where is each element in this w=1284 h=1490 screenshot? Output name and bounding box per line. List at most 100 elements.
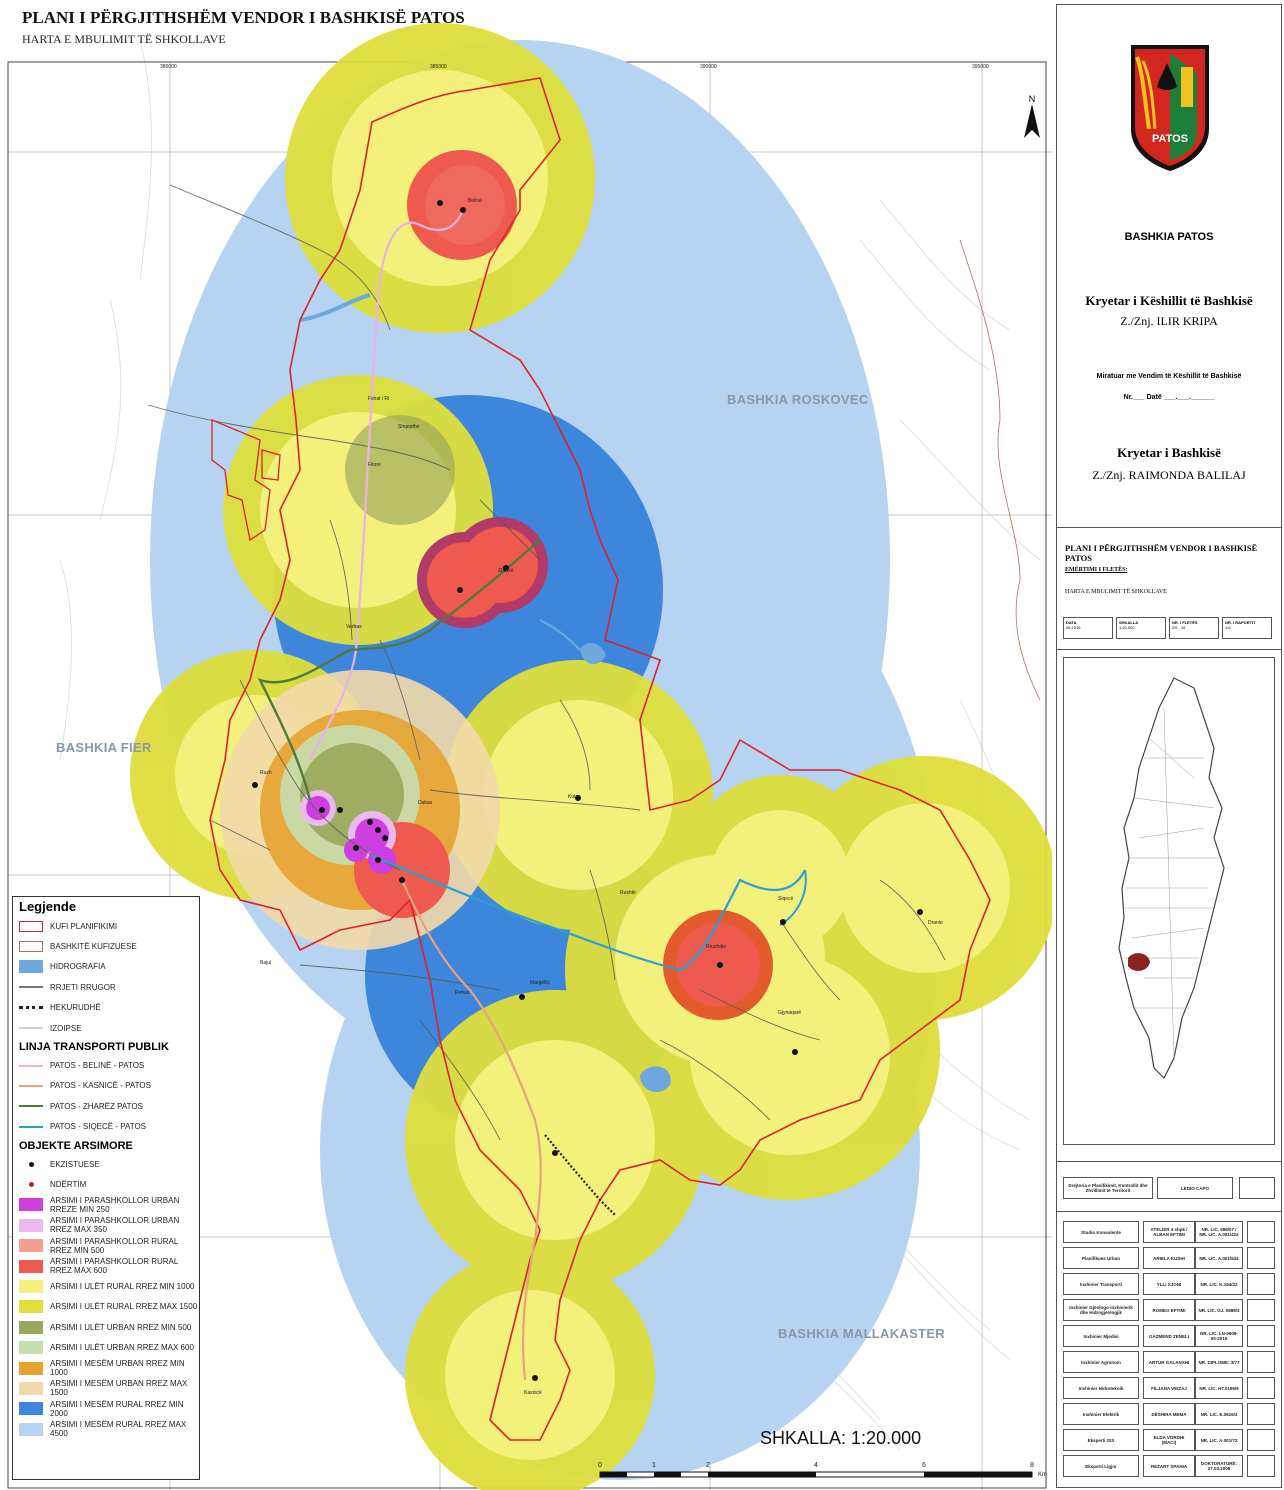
approval-number: Nr.___ Datë ___.___.______ — [1123, 394, 1215, 401]
legend-swatch — [19, 1402, 43, 1416]
legend-swatch — [19, 1059, 43, 1072]
credit-role: Inxhinier Agronom — [1063, 1351, 1139, 1373]
north-arrow-icon — [1024, 104, 1040, 138]
divider — [1057, 649, 1281, 650]
coverage-ulet-urban — [345, 415, 455, 525]
legend-label: PATOS - ZHARËZ PATOS — [50, 1101, 143, 1111]
legend-item: ARSIMI I ULËT URBAN RREZ MAX 600 — [13, 1337, 199, 1357]
meta-key: NR. I RAPORTIT — [1225, 620, 1256, 625]
credit-row: Planifikues Urban ARIELA KUSHI NR. LIC. A.… — [1063, 1247, 1275, 1269]
albania-outline-icon — [1118, 677, 1225, 1080]
director-name: LEDIO CAPO — [1157, 1177, 1233, 1199]
transport-lines — [257, 209, 807, 1381]
legend-swatch — [19, 1158, 43, 1171]
label-bashkia-fier: BASHKIA FIER — [56, 740, 152, 755]
north-arrow: N — [1022, 94, 1042, 145]
place-label: Rehas — [455, 990, 470, 996]
legend-label: ARSIMI I ULËT URBAN RREZ MAX 600 — [50, 1343, 194, 1353]
credit-signature — [1247, 1429, 1275, 1451]
map-canvas[interactable]: PLANI I PËRGJITHSHËM VENDOR I BASHKISË P… — [0, 0, 1052, 1490]
place-label: Margëlliç — [530, 980, 551, 986]
org-name: BASHKIA PATOS — [1124, 231, 1214, 243]
credit-role: Inxhinier Hidroteknik — [1063, 1377, 1139, 1399]
credit-signature — [1247, 1351, 1275, 1373]
patos-emblem: PATOS — [1127, 43, 1213, 173]
credit-row: Eksperti GIS ELDA VORDHI (MACI) NR. LIC. A… — [1063, 1429, 1275, 1451]
legend-swatch — [19, 1320, 43, 1334]
legend-swatch — [19, 1361, 43, 1375]
legend-label: EKZISTUESE — [50, 1159, 100, 1169]
meta-value: 1:20.000 — [1119, 625, 1135, 630]
emblem-shield-icon — [1131, 45, 1209, 171]
credit-name: REZART SPAHIA — [1143, 1455, 1195, 1477]
legend-item: ARSIMI I PARASHKOLLOR RURAL RREZ MAX 600 — [13, 1256, 199, 1276]
legend-label: ARSIMI I PARASHKOLLOR URBAN RREZ MAX 350 — [50, 1216, 180, 1235]
title-block-panel: PATOS BASHKIA PATOS Kryetar i Këshillit … — [1056, 4, 1282, 1488]
road-network — [147, 184, 946, 1141]
legend-label: ARSIMI I ULËT URBAN RREZ MIN 500 — [50, 1322, 192, 1332]
legend-item: BASHKITË KUFIZUESE — [13, 936, 199, 956]
sheet-name: HARTA E MBULIMIT TË SHKOLLAVE — [1065, 589, 1167, 595]
label-bashkia-mallakaster: BASHKIA MALLAKASTER — [778, 1326, 945, 1341]
credit-name: GAZMEND ZENELI — [1143, 1325, 1195, 1347]
director-role: Drejtoria e Planifikimit, Kontrollit dhe… — [1063, 1177, 1153, 1199]
legend-swatch — [19, 1218, 43, 1232]
legend-label: PATOS - KASNICË - PATOS — [50, 1081, 151, 1091]
legend-swatch — [19, 1259, 43, 1273]
credit-signature — [1247, 1273, 1275, 1295]
meta-key: DATA — [1066, 620, 1077, 625]
place-label: Gjynaqarë — [778, 1010, 802, 1016]
meta-cell: NR. I RAPORTIT 1:6 — [1222, 617, 1272, 639]
council-role: Kryetar i Këshillit të Bashkisë — [1085, 293, 1253, 308]
divider — [1057, 1161, 1281, 1162]
credit-role: Eksperti GIS — [1063, 1429, 1139, 1451]
scale-tick: 2 — [706, 1462, 710, 1469]
legend-label: HIDROGRAFIA — [50, 962, 106, 972]
legend-item: ARSIMI I ULËT RURAL RREZ MIN 1000 — [13, 1276, 199, 1296]
scale-text: SHKALLA: 1:20.000 — [760, 1428, 922, 1448]
credit-role: Eksperti Ligjor — [1063, 1455, 1139, 1477]
legend-item: HIDROGRAFIA — [13, 957, 199, 977]
legend-item: RRJETI RRUGOR — [13, 977, 199, 997]
map-subtitle: HARTA E MBULIMIT TË SHKOLLAVE — [22, 32, 226, 46]
place-label: Ruzh — [260, 770, 272, 776]
legend-label: ARSIMI I MESËM RURAL RREZ MIN 2000 — [50, 1399, 184, 1418]
grid-label: 385000 — [430, 64, 447, 70]
credit-license: NR. DIPLOME: 3/77 — [1195, 1351, 1243, 1373]
credit-signature — [1247, 1455, 1275, 1477]
legend-label: PATOS - BELINË - PATOS — [50, 1061, 145, 1071]
grid-label: 390000 — [700, 64, 717, 70]
place-label: Dukas — [418, 800, 433, 806]
emblem-text: PATOS — [1151, 133, 1189, 145]
credit-name: ATELIER 4 shpk / ALBAN EFTIMI — [1143, 1221, 1195, 1243]
legend-label: HEKURUDHË — [50, 1003, 101, 1013]
legend-label: ARSIMI I MESËM RURAL RREZ MAX 4500 — [50, 1420, 187, 1439]
credit-role: Inxhinier Mjedisi — [1063, 1325, 1139, 1347]
legend-transport-title: LINJA TRANSPORTI PUBLIK — [19, 1041, 169, 1054]
credit-role: Inxhinier Elektrik — [1063, 1403, 1139, 1425]
meta-cell: DATA 06.2016 — [1063, 617, 1113, 639]
legend-swatch — [19, 1100, 43, 1113]
grid-label: 395000 — [972, 64, 989, 70]
director-row: Drejtoria e Planifikimit, Kontrollit dhe… — [1063, 1177, 1275, 1199]
legend-title: Legjende — [19, 899, 77, 914]
scale-tick: 8 — [1030, 1462, 1034, 1469]
legend-label: ARSIMI I PARASHKOLLOR URBAN RREZE MIN 25… — [50, 1195, 180, 1214]
legend-item: PATOS - KASNICË - PATOS — [13, 1076, 199, 1096]
scale-unit: Km — [1038, 1472, 1047, 1478]
legend-label: ARSIMI I ULËT RURAL RREZ MAX 1500 — [50, 1302, 198, 1312]
legend-item: PATOS - ZHARËZ PATOS — [13, 1096, 199, 1116]
legend-item: ARSIMI I MESËM URBAN RREZ MIN 1000 — [13, 1358, 199, 1378]
credit-license: NR. LIC. A.001/72 — [1195, 1429, 1243, 1451]
scale-tick: 6 — [922, 1462, 926, 1469]
place-label: Rruzhdie — [706, 944, 727, 950]
legend-swatch — [19, 1198, 43, 1212]
credit-license: NR. LIC. K.154/22 — [1195, 1273, 1243, 1295]
legend-swatch — [19, 1022, 43, 1035]
legend-label: IZOIPSE — [50, 1023, 82, 1033]
legend-item: ARSIMI I MESËM RURAL RREZ MAX 4500 — [13, 1419, 199, 1439]
credit-row: Inxhinier Transporti YLLI XJONI NR. LIC. K… — [1063, 1273, 1275, 1295]
place-label: Belinë — [468, 198, 482, 204]
legend-swatch — [19, 1001, 43, 1014]
place-label: Fshat i Ri — [368, 396, 390, 402]
